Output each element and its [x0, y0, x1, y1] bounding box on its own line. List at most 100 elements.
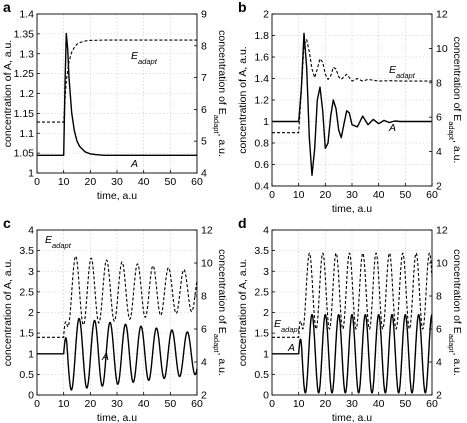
annotation-A: A — [130, 158, 138, 170]
tick-label-right: 2 — [436, 390, 442, 402]
tick-label-left: 0 — [28, 390, 34, 402]
tick-label-x: 60 — [191, 176, 203, 188]
annotation-E-adapt: Eadapt — [45, 234, 72, 250]
tick-label-right: 7 — [201, 72, 207, 84]
tick-label-left: 0.4 — [254, 181, 269, 193]
x-axis-label: time, a.u — [332, 412, 372, 423]
series-line-A — [272, 32, 432, 176]
tick-label-left: 0.5 — [254, 369, 269, 381]
y-axis-label-right: concentration of Eadapt, a.u. — [213, 30, 229, 157]
tick-label-x: 0 — [34, 176, 40, 188]
series-line-E-adapt — [272, 39, 432, 134]
y-axis-label-left: concentration of A, a.u. — [2, 259, 14, 366]
tick-label-right: 4 — [201, 357, 207, 369]
tick-label-x: 30 — [111, 176, 123, 188]
y-axis-label-right: concentration of Eadapt, a.u. — [448, 249, 464, 376]
tick-label-left: 4 — [263, 225, 269, 237]
tick-label-left: 4 — [28, 225, 34, 237]
chart-panel-b: b 0.4 0.6 0.8 1 1.2 1.4 1.6 1.8 2 2 4 6 8 10 12 0 10 20 30 4… — [237, 0, 463, 215]
tick-label-left: 1.2 — [254, 95, 269, 107]
tick-label-right: 2 — [201, 390, 207, 402]
x-axis-label: time, a.u — [97, 412, 137, 423]
plot-frame — [271, 13, 433, 187]
tick-label-x: 10 — [58, 176, 70, 188]
tick-label-left: 1 — [28, 348, 34, 360]
tick-label-right: 6 — [436, 112, 442, 124]
tick-label-left: 1.2 — [19, 88, 34, 100]
y-axis-label-left: concentration of A, a.u. — [237, 259, 249, 366]
series-line-A — [271, 313, 433, 394]
tick-label-left: 0.6 — [254, 159, 269, 171]
tick-label-left: 1.4 — [19, 9, 34, 21]
tick-label-right: 2 — [436, 181, 442, 193]
tick-label-x: 30 — [111, 398, 123, 410]
tick-label-right: 8 — [436, 77, 442, 89]
tick-label-right: 5 — [201, 136, 207, 148]
tick-label-left: 3.5 — [19, 245, 34, 257]
series-line-E-adapt — [37, 39, 197, 123]
annotation-E-adapt: Eadapt — [131, 50, 158, 66]
tick-label-left: 1.5 — [254, 328, 269, 340]
series-line-A — [36, 317, 198, 391]
series-line-E-adapt — [271, 252, 433, 338]
tick-label-left: 1.25 — [14, 68, 35, 80]
tick-label-right: 4 — [436, 357, 442, 369]
tick-label-left: 1.5 — [19, 328, 34, 340]
tick-label-left: 3 — [263, 266, 269, 278]
tick-label-x: 10 — [293, 189, 305, 201]
tick-label-left: 2 — [28, 307, 34, 319]
tick-label-x: 10 — [58, 398, 70, 410]
annotation-A: A — [101, 351, 109, 363]
tick-label-x: 0 — [269, 398, 275, 410]
tick-label-left: 1.35 — [14, 28, 35, 40]
tick-label-right: 12 — [436, 225, 448, 237]
series-line-E-adapt — [36, 255, 198, 338]
tick-label-left: 1 — [263, 116, 269, 128]
x-axis-label: time, a.u — [97, 190, 137, 202]
tick-label-left: 1 — [28, 168, 34, 180]
tick-label-left: 0.8 — [254, 138, 269, 150]
tick-label-x: 20 — [319, 189, 331, 201]
tick-label-left: 0 — [263, 390, 269, 402]
plot-frame — [271, 229, 433, 396]
plot-frame — [36, 229, 198, 396]
tick-label-right: 10 — [436, 258, 448, 270]
tick-label-x: 50 — [399, 189, 411, 201]
annotation-A: A — [388, 122, 396, 134]
tick-label-left: 1.3 — [19, 48, 34, 60]
tick-label-right: 6 — [436, 324, 442, 336]
tick-label-x: 60 — [426, 189, 438, 201]
tick-label-left: 0.5 — [19, 369, 34, 381]
tick-label-left: 2 — [263, 9, 269, 21]
tick-label-x: 60 — [426, 398, 438, 410]
tick-label-x: 20 — [84, 398, 96, 410]
tick-label-right: 10 — [436, 43, 448, 55]
tick-label-left: 3 — [28, 266, 34, 278]
tick-label-left: 2.5 — [254, 286, 269, 298]
tick-label-right: 12 — [201, 225, 213, 237]
tick-label-x: 0 — [269, 189, 275, 201]
tick-label-left: 3.5 — [254, 245, 269, 257]
tick-label-left: 1.6 — [254, 52, 269, 64]
panel-label: a — [3, 0, 11, 15]
chart-panel-d: d 0 0.5 1 1.5 2 2.5 3 3.5 4 2 4 6 8 10 12 0 10 20 30 40 50 60 t… — [237, 215, 463, 423]
tick-label-x: 40 — [373, 189, 385, 201]
tick-label-left: 2 — [263, 307, 269, 319]
y-axis-label-right: concentration of Eadapt, a.u. — [448, 37, 464, 164]
y-axis-label-left: concentration of A, a.u. — [2, 40, 14, 147]
x-axis-label: time, a.u — [332, 203, 372, 215]
panel-label: b — [238, 0, 247, 15]
tick-label-x: 50 — [164, 398, 176, 410]
tick-label-right: 12 — [436, 9, 448, 21]
tick-label-left: 1.05 — [14, 148, 35, 160]
chart-panel-c: c 0 0.5 1 1.5 2 2.5 3 3.5 4 2 4 6 8 10 12 0 10 20 30 40 50 60 t… — [2, 215, 228, 423]
annotation-E-adapt: Eadapt — [274, 318, 301, 334]
tick-label-right: 8 — [201, 291, 207, 303]
annotation-A: A — [287, 342, 295, 354]
tick-label-right: 6 — [201, 324, 207, 336]
tick-label-x: 30 — [346, 398, 358, 410]
panel-label: c — [3, 215, 11, 231]
annotation-E-adapt: Eadapt — [389, 64, 416, 80]
tick-label-right: 8 — [436, 291, 442, 303]
tick-label-x: 40 — [138, 398, 150, 410]
